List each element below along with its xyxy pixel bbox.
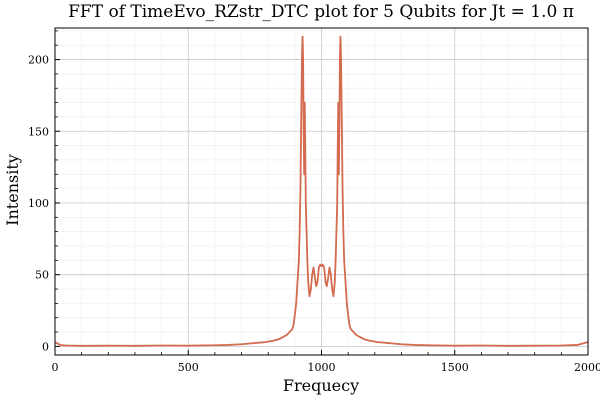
y-tick-label: 0 [42,340,49,353]
x-tick-label: 2000 [574,361,600,374]
x-tick-label: 500 [178,361,199,374]
x-tick-label: 1000 [308,361,336,374]
fft-intensity-line [54,35,589,347]
chart-title: FFT of TimeEvo_RZstr_DTC plot for 5 Qubi… [68,2,574,22]
y-tick-label: 200 [28,54,49,67]
tick-marks [54,30,589,355]
series-layer [54,35,589,347]
y-tick-label: 150 [28,125,49,138]
y-tick-label: 50 [35,269,49,282]
x-tick-label: 1500 [441,361,469,374]
x-tick-label: 0 [52,361,59,374]
y-axis-label: Intensity [3,154,22,226]
x-axis-label: Frequecy [283,376,359,395]
y-tick-label: 100 [28,197,49,210]
y-tick-labels: 0 50 100 150 200 [28,54,49,354]
x-tick-labels: 0 500 1000 1500 2000 [52,361,600,374]
